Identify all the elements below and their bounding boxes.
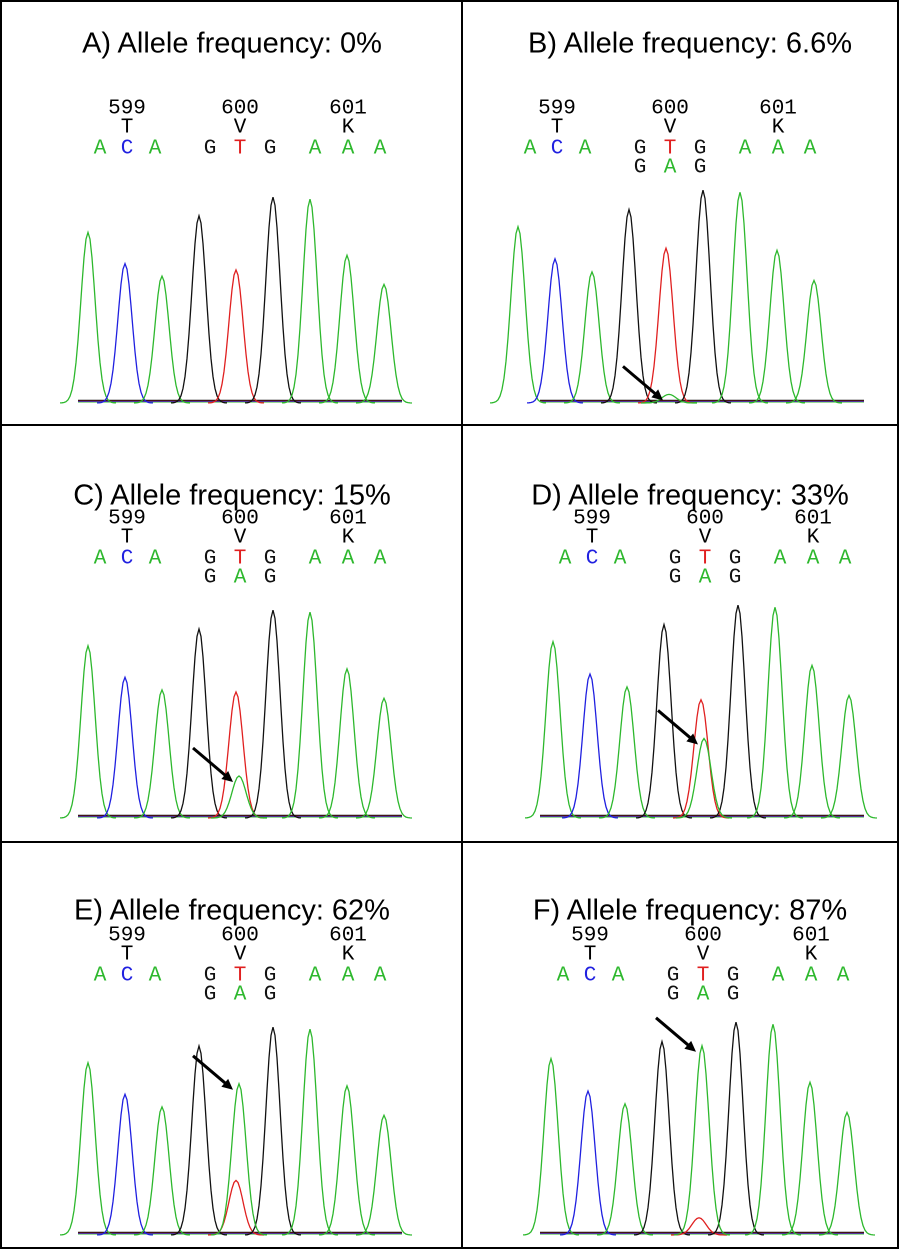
mutant-base: G [634, 157, 647, 180]
base: A [614, 548, 627, 571]
base: A [149, 548, 162, 571]
amino-acid: K [772, 117, 785, 140]
base: A [805, 965, 818, 988]
base: A [309, 548, 322, 571]
amino-acid: K [342, 117, 355, 140]
base: T [234, 138, 247, 161]
base: A [342, 548, 355, 571]
mutant-base: A [699, 567, 712, 590]
base: A [739, 138, 752, 161]
base: A [524, 138, 537, 161]
base: A [374, 138, 387, 161]
base: A [839, 548, 852, 571]
base: A [94, 548, 107, 571]
mutant-base: A [697, 984, 710, 1007]
amino-acid: T [121, 527, 134, 550]
mutant-base: G [264, 567, 277, 590]
amino-acid: K [805, 944, 818, 967]
base: C [121, 548, 134, 571]
base: A [807, 548, 820, 571]
mutant-base: A [234, 567, 247, 590]
amino-acid: K [342, 527, 355, 550]
base: A [804, 138, 817, 161]
base: G [264, 138, 277, 161]
base: A [772, 965, 785, 988]
panel-title: F) Allele frequency: 87% [533, 895, 847, 927]
amino-acid: V [234, 117, 247, 140]
panel-title: B) Allele frequency: 6.6% [528, 28, 852, 60]
base: C [121, 965, 134, 988]
mutant-base: A [664, 157, 677, 180]
base: A [374, 965, 387, 988]
frame [1, 1, 898, 1248]
base: C [121, 138, 134, 161]
base: C [586, 548, 599, 571]
base: A [309, 965, 322, 988]
mutant-base: A [234, 984, 247, 1007]
amino-acid: V [234, 944, 247, 967]
amino-acid: T [586, 527, 599, 550]
base: A [772, 138, 785, 161]
amino-acid: V [664, 117, 677, 140]
base: A [342, 138, 355, 161]
figure: A) Allele frequency: 0%599T600V601KACAGT… [0, 0, 899, 1249]
amino-acid: V [699, 527, 712, 550]
mutant-base: G [204, 567, 217, 590]
amino-acid: T [121, 117, 134, 140]
base: A [342, 965, 355, 988]
mutant-base: G [264, 984, 277, 1007]
base: A [94, 138, 107, 161]
base: C [551, 138, 564, 161]
amino-acid: V [697, 944, 710, 967]
amino-acid: V [234, 527, 247, 550]
base: A [94, 965, 107, 988]
base: C [584, 965, 597, 988]
mutant-base: G [667, 984, 680, 1007]
base: A [559, 548, 572, 571]
base: A [149, 138, 162, 161]
base: A [557, 965, 570, 988]
mutant-base: G [729, 567, 742, 590]
base: A [149, 965, 162, 988]
amino-acid: T [551, 117, 564, 140]
base: A [579, 138, 592, 161]
amino-acid: T [121, 944, 134, 967]
mutant-base: G [727, 984, 740, 1007]
base: A [374, 548, 387, 571]
mutant-base: G [694, 157, 707, 180]
base: A [837, 965, 850, 988]
mutant-base: G [204, 984, 217, 1007]
mutant-base: G [669, 567, 682, 590]
base: G [204, 138, 217, 161]
base: A [774, 548, 787, 571]
amino-acid: T [584, 944, 597, 967]
panel-title: A) Allele frequency: 0% [82, 28, 382, 60]
panel-title: E) Allele frequency: 62% [74, 895, 390, 927]
amino-acid: K [342, 944, 355, 967]
base: A [309, 138, 322, 161]
amino-acid: K [807, 527, 820, 550]
base: A [612, 965, 625, 988]
